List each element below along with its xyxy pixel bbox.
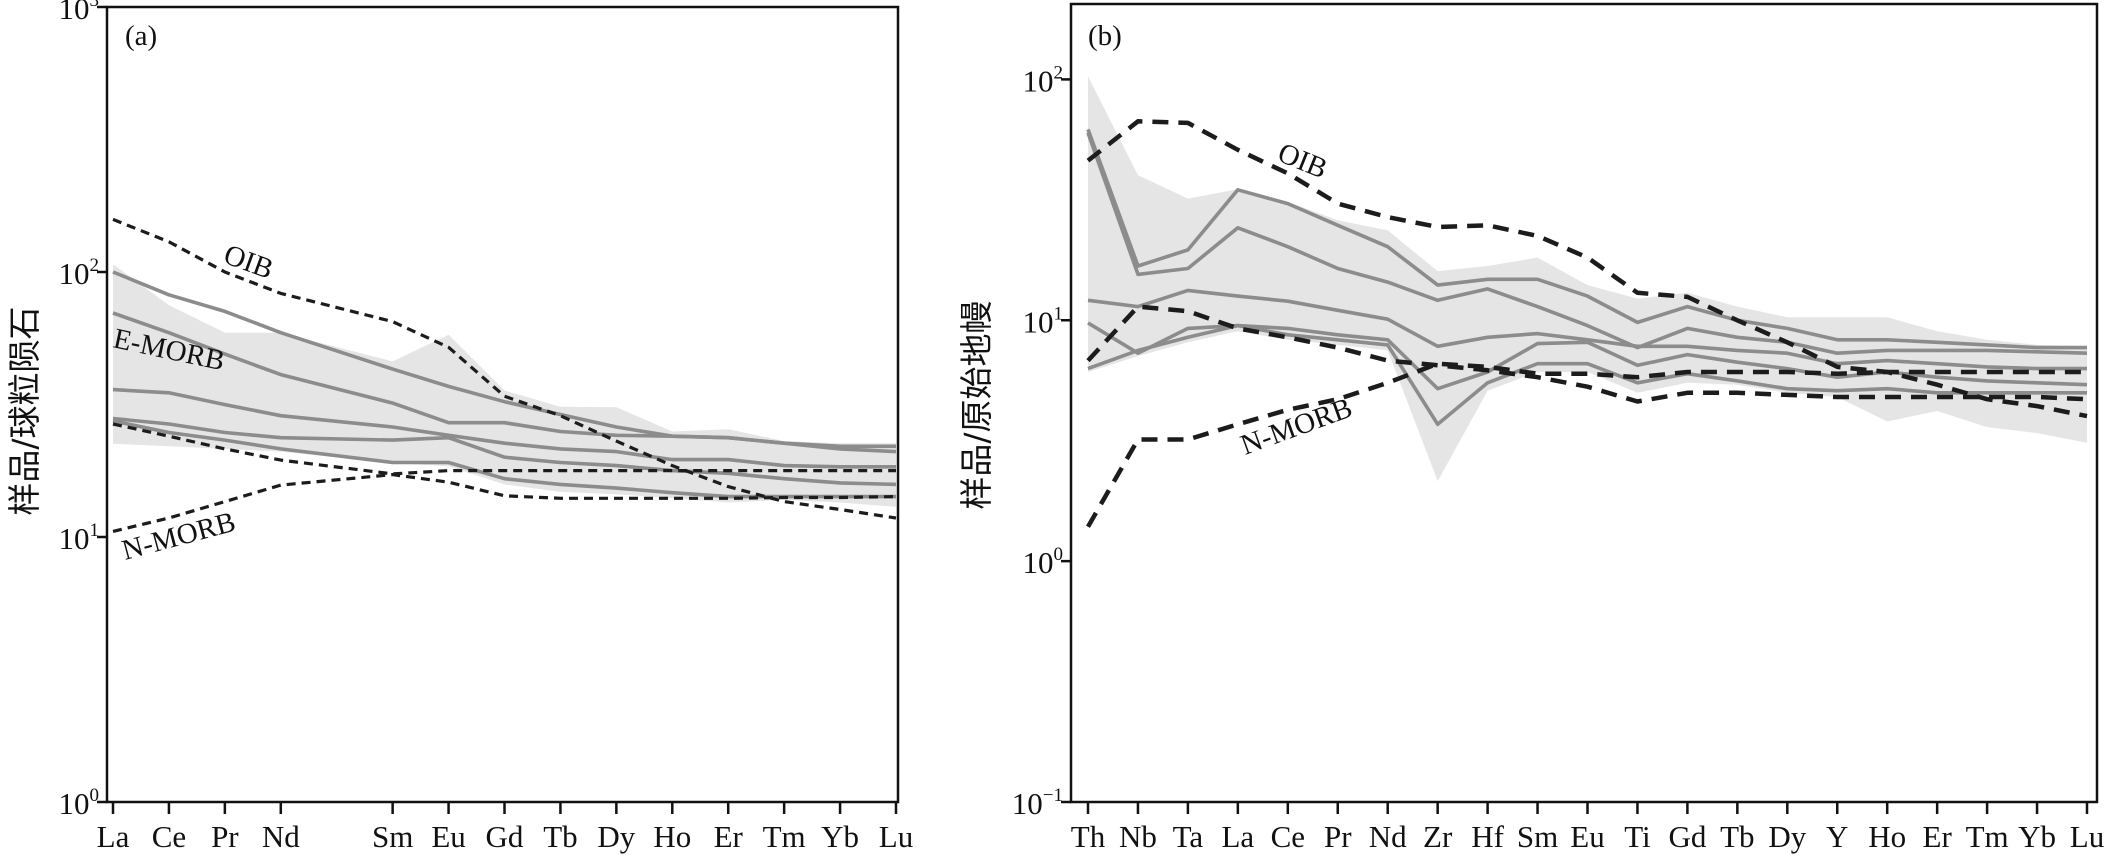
- x-tick-label-nd: Nd: [262, 819, 300, 854]
- panel-b-y-axis-label: 样品/原始地幔: [957, 300, 996, 509]
- x-tick-label-nb: Nb: [1119, 819, 1157, 854]
- x-tick-label-er: Er: [1923, 819, 1953, 854]
- series-line-sample-5: [112, 419, 896, 499]
- x-tick-label-tm: Tm: [1966, 819, 2009, 854]
- x-tick-label-eu: Eu: [431, 819, 465, 854]
- sample-field-area: [113, 264, 896, 507]
- x-tick-label-tb: Tb: [1720, 819, 1754, 854]
- plot-frame: [105, 5, 900, 804]
- x-tick-label-ho: Ho: [1868, 819, 1906, 854]
- y-tick-label: 100: [59, 785, 100, 821]
- reference-label-oib: OIB: [1273, 137, 1331, 185]
- x-tick-label-eu: Eu: [1570, 819, 1604, 854]
- x-tick-label-ta: Ta: [1173, 819, 1204, 854]
- x-tick-label-pr: Pr: [211, 819, 239, 854]
- y-tick-label: 100: [1023, 544, 1064, 580]
- reference-line-e-morb: [1086, 304, 2088, 404]
- y-tick-label: 102: [59, 255, 100, 291]
- x-tick-label-la: La: [1221, 819, 1254, 854]
- x-tick-label-dy: Dy: [597, 819, 635, 854]
- x-tick-label-ce: Ce: [152, 819, 186, 854]
- series-line-sample-1: [1086, 128, 2087, 350]
- reference-line-n-morb: [112, 473, 897, 533]
- x-tick-label-er: Er: [714, 819, 744, 854]
- x-tick-label-yb: Yb: [2018, 819, 2056, 854]
- x-tick-label-zr: Zr: [1423, 819, 1453, 854]
- x-tick-label-la: La: [97, 819, 130, 854]
- x-tick-label-ce: Ce: [1271, 819, 1305, 854]
- reference-line-n-morb: [1086, 361, 2087, 528]
- series-line-sample-2: [1086, 132, 2088, 356]
- x-tick-label-ti: Ti: [1624, 819, 1651, 854]
- panel-a-y-axis-label: 样品/球粒陨石: [5, 306, 44, 515]
- panel-a-label: (a): [125, 20, 157, 52]
- reference-line-oib: [1086, 119, 2088, 419]
- reference-line-e-morb: [112, 422, 896, 476]
- x-tick-label-ho: Ho: [653, 819, 691, 854]
- x-tick-label-tm: Tm: [763, 819, 806, 854]
- x-tick-label-pr: Pr: [1324, 819, 1352, 854]
- series-line-sample-3: [1087, 288, 2087, 371]
- y-tick-label: 102: [1023, 62, 1064, 98]
- x-tick-label-dy: Dy: [1768, 819, 1806, 854]
- series-line-sample-3: [112, 387, 896, 469]
- x-tick-label-y: Y: [1826, 819, 1848, 854]
- panel-b-primitive-mantle: OIB N-MORB Th Nb Ta La Ce Pr Nd Zr Hf Sm Eu Ti Gd Tb Dy Y…: [1012, 2, 2104, 854]
- x-tick-label-tb: Tb: [543, 819, 577, 854]
- series-line-sample-2: [112, 311, 897, 454]
- reference-line-oib: [112, 217, 897, 520]
- x-tick-label-sm: Sm: [1517, 819, 1558, 854]
- y-tick-label: 101: [59, 520, 100, 556]
- series-line-sample-5: [1087, 323, 2087, 427]
- x-tick-label-yb: Yb: [821, 819, 859, 854]
- x-tick-label-gd: Gd: [486, 819, 524, 854]
- series-line-sample-4: [112, 416, 897, 487]
- x-tick-label-lu: Lu: [879, 819, 913, 854]
- x-tick-label-lu: Lu: [2070, 819, 2104, 854]
- y-tick-label: 101: [1023, 303, 1064, 339]
- y-tick-label: 103: [59, 0, 100, 26]
- x-tick-label-th: Th: [1071, 819, 1106, 854]
- reference-label-n-morb: N-MORB: [1236, 392, 1356, 462]
- x-tick-label-nd: Nd: [1369, 819, 1407, 854]
- sample-field-area: [1088, 76, 2087, 482]
- reference-label-oib: OIB: [220, 239, 278, 286]
- panel-b-label: (b): [1088, 20, 1122, 52]
- plot-frame: [1069, 2, 2099, 804]
- x-tick-label-sm: Sm: [372, 819, 413, 854]
- y-tick-label: 10−1: [1012, 785, 1063, 821]
- x-tick-label-gd: Gd: [1668, 819, 1706, 854]
- series-line-sample-4: [1087, 321, 2088, 391]
- x-tick-label-hf: Hf: [1471, 819, 1504, 854]
